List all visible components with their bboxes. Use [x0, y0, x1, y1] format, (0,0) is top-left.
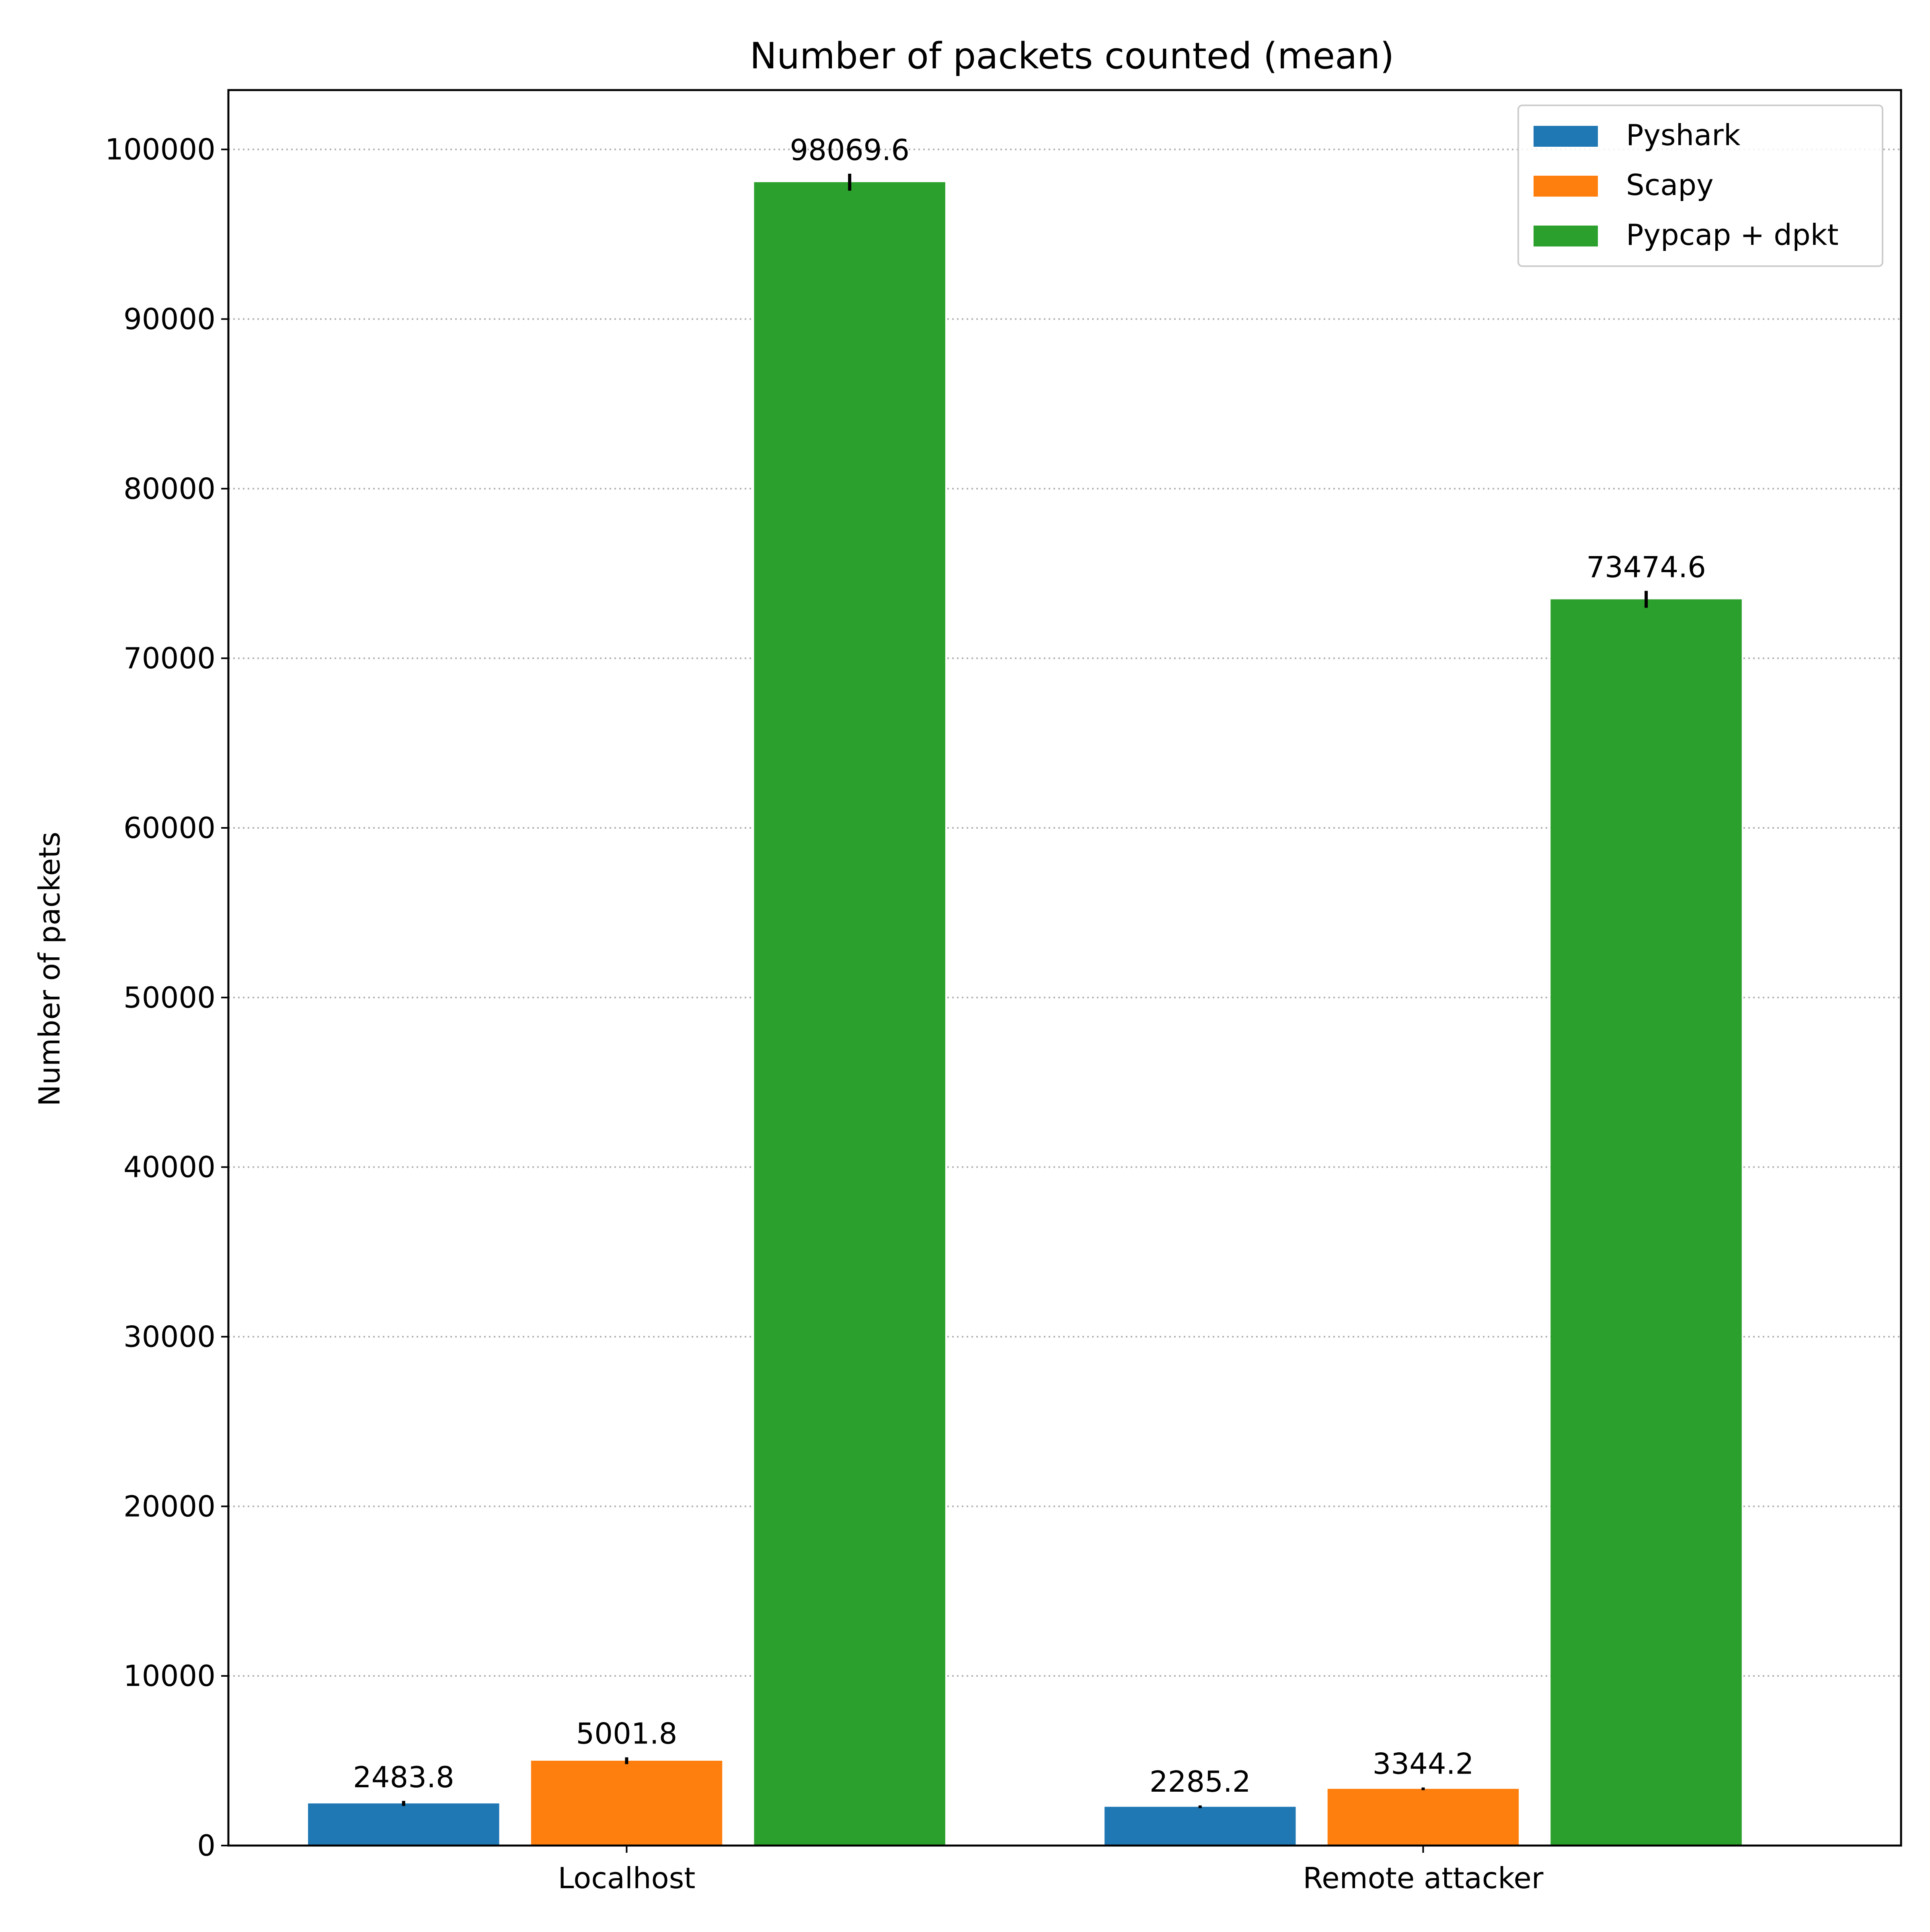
axes: 0 10000 20000 30000 40000 50000 60000 70000 8000…	[105, 89, 1902, 1895]
y-tick-label: 30000	[123, 1320, 216, 1353]
y-tick-label: 40000	[123, 1150, 216, 1184]
y-tick-label: 90000	[123, 302, 216, 336]
y-tick-label: 70000	[123, 641, 216, 675]
bar	[1550, 599, 1742, 1846]
legend-label: Pypcap + dpkt	[1626, 218, 1839, 252]
data-labels: 2483.8 5001.8 98069.6 2285.2 3344.2 73474.6	[353, 133, 1706, 1799]
data-label: 5001.8	[576, 1717, 678, 1751]
bar	[308, 1803, 499, 1846]
bar	[1327, 1788, 1519, 1846]
data-label: 3344.2	[1372, 1747, 1474, 1781]
data-label: 2285.2	[1150, 1765, 1251, 1799]
y-tick-label: 60000	[123, 811, 216, 845]
legend: Pyshark Scapy Pypcap + dpkt	[1517, 105, 1883, 267]
legend-swatch	[1534, 226, 1598, 246]
bar	[531, 1761, 723, 1846]
data-label: 2483.8	[353, 1760, 454, 1794]
grid-lines	[228, 148, 1901, 1677]
plot-frame	[227, 89, 1902, 1847]
bars	[308, 173, 1742, 1846]
y-axis-label: Number of packets	[33, 832, 66, 1107]
y-tick-label: 10000	[123, 1659, 216, 1693]
y-tick-label: 50000	[123, 981, 216, 1014]
y-tick-label: 100000	[105, 133, 216, 166]
data-label: 73474.6	[1586, 550, 1706, 584]
legend-label: Pyshark	[1626, 118, 1741, 152]
legend-label: Scapy	[1626, 168, 1714, 202]
x-tick-label: Localhost	[558, 1861, 695, 1895]
y-tick-label: 0	[197, 1829, 216, 1862]
bar	[1105, 1807, 1296, 1846]
legend-box	[1517, 105, 1883, 267]
chart-title: Number of packets counted (mean)	[750, 35, 1394, 77]
x-tick-label: Remote attacker	[1303, 1861, 1543, 1895]
legend-swatch	[1534, 126, 1598, 147]
y-tick-label: 80000	[123, 472, 216, 505]
data-label: 98069.6	[790, 133, 910, 167]
legend-swatch	[1534, 176, 1598, 197]
y-tick-label: 20000	[123, 1489, 216, 1523]
bar	[754, 182, 945, 1846]
